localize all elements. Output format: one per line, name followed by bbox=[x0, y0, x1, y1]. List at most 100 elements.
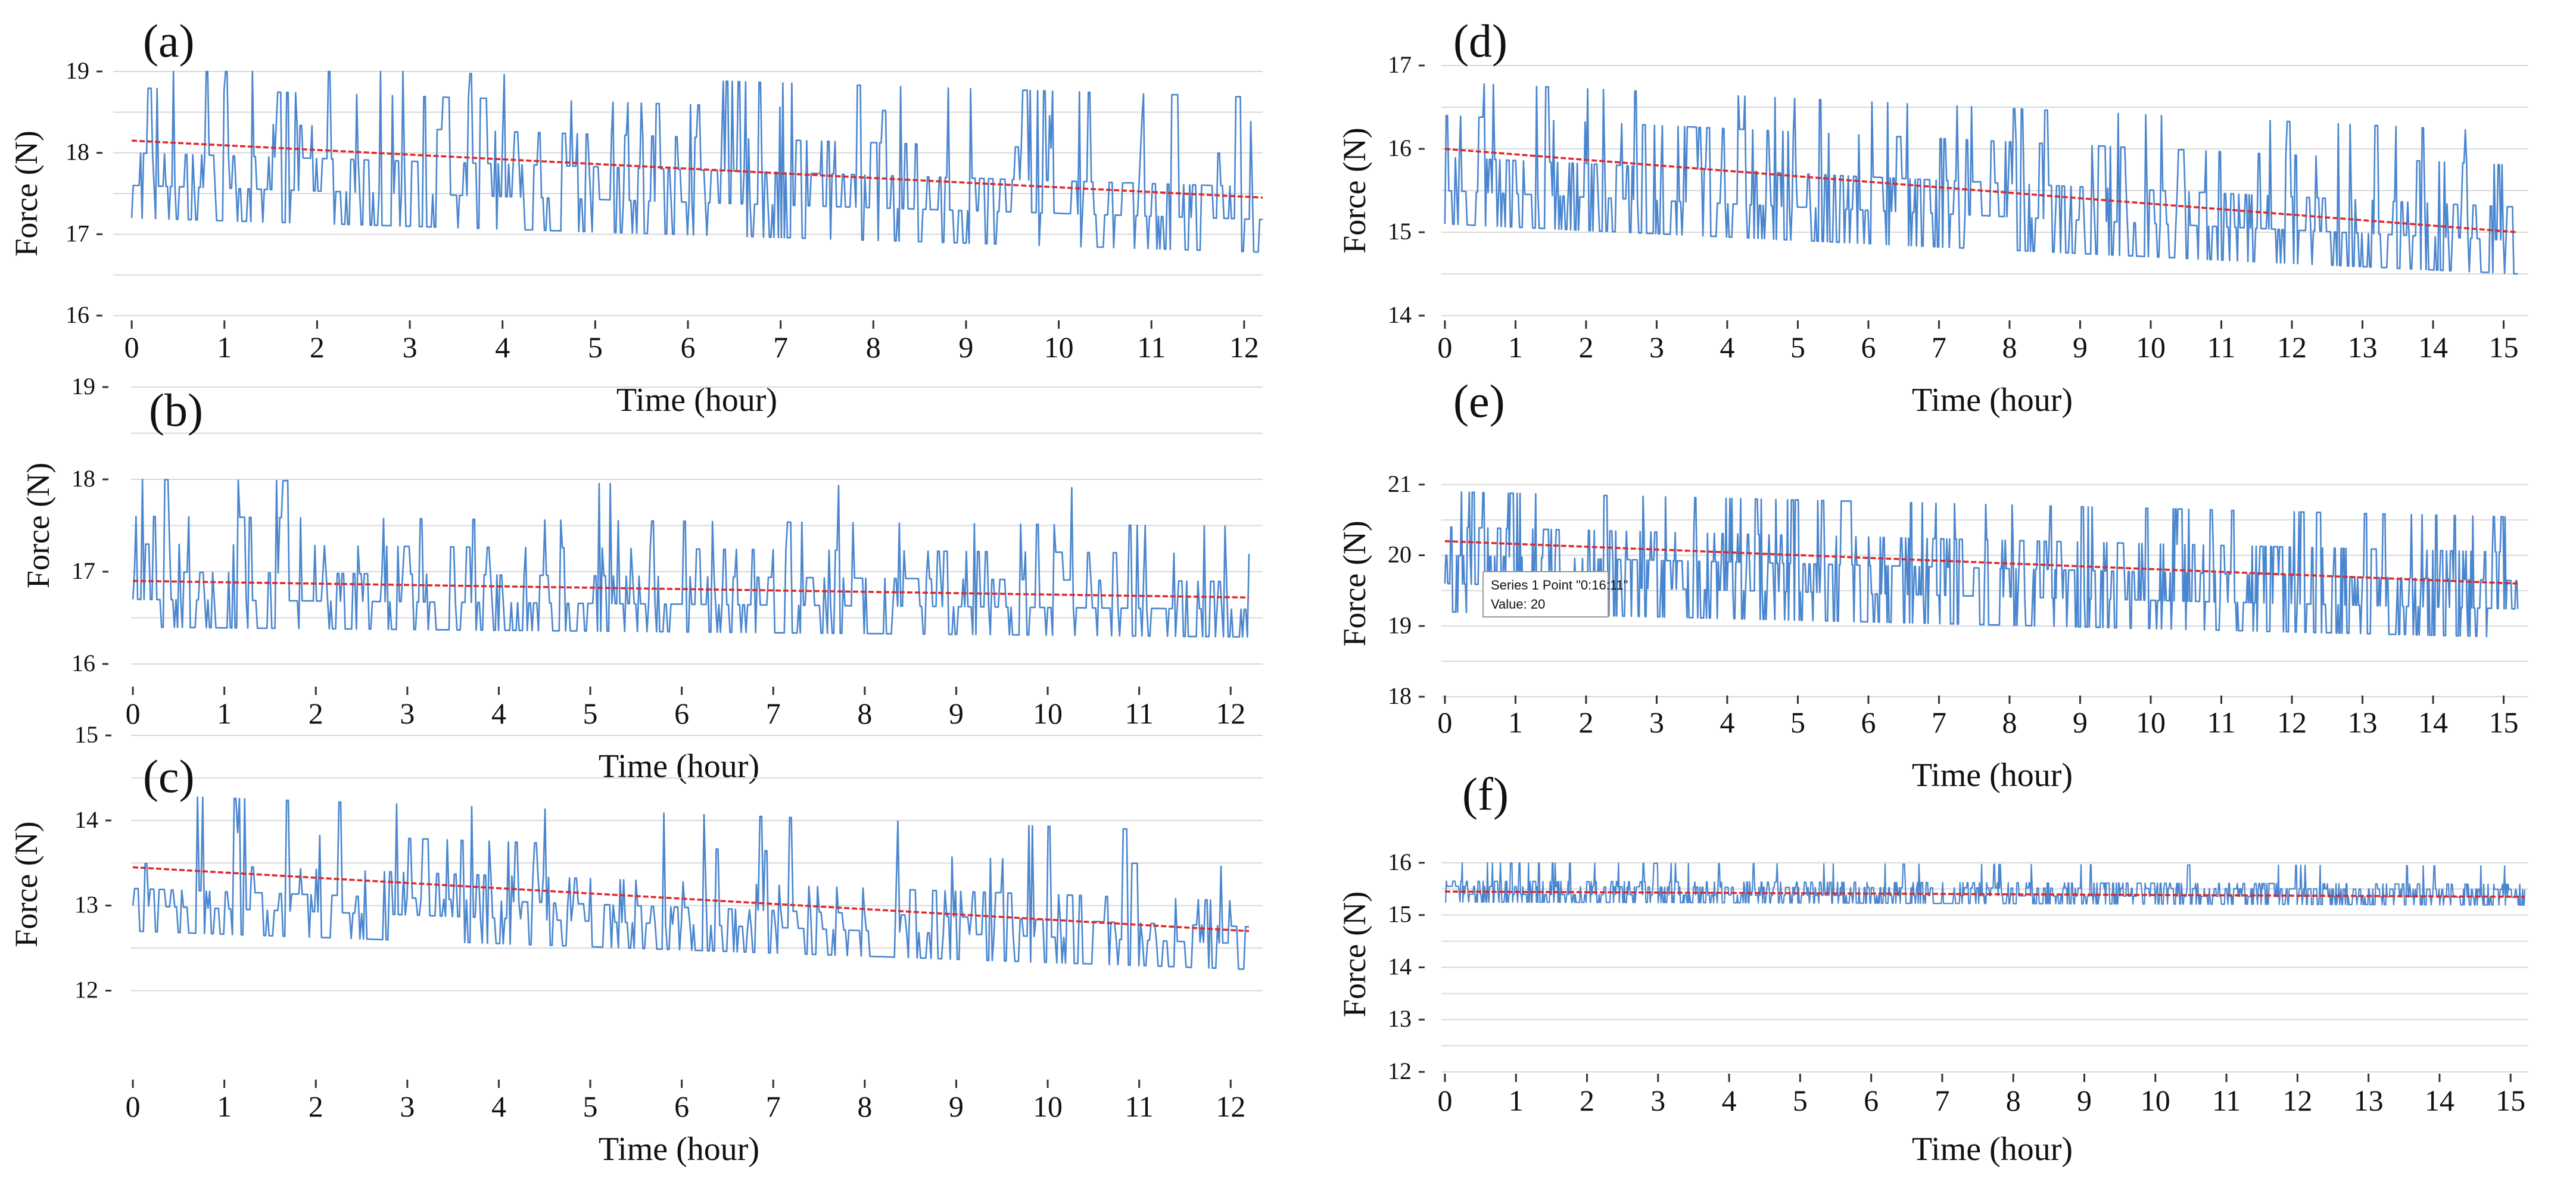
y-tick-label: 14 bbox=[1388, 301, 1412, 328]
x-tick-label: 3 bbox=[400, 1090, 415, 1123]
x-tick-label: 10 bbox=[2136, 330, 2166, 364]
x-tick-label: 9 bbox=[2073, 706, 2088, 739]
x-tick-label: 15 bbox=[2489, 330, 2519, 364]
force-series-line bbox=[133, 797, 1249, 969]
x-tick-label: 7 bbox=[773, 330, 788, 364]
force-series-line bbox=[1445, 863, 2525, 905]
x-tick-label: 7 bbox=[766, 1090, 781, 1123]
y-tick-label: 13 bbox=[1388, 1005, 1412, 1032]
y-tick-label: 18 bbox=[71, 465, 95, 492]
x-tick-label: 10 bbox=[2141, 1084, 2170, 1117]
x-tick-label: 11 bbox=[2207, 706, 2235, 739]
y-tick-label: 15 bbox=[1388, 218, 1412, 245]
x-tick-label: 10 bbox=[1044, 330, 1074, 364]
x-tick-label: 0 bbox=[1437, 706, 1452, 739]
x-tick-label: 0 bbox=[126, 697, 141, 730]
x-tick-label: 3 bbox=[1649, 330, 1664, 364]
y-tick-label: 19 bbox=[66, 57, 89, 84]
y-tick-label: 17 bbox=[71, 557, 95, 584]
trend-line bbox=[132, 141, 1263, 198]
y-tick-label: 15 bbox=[74, 721, 98, 748]
x-tick-label: 11 bbox=[2207, 330, 2235, 364]
y-tick-label: 12 bbox=[1388, 1058, 1412, 1084]
x-tick-label: 5 bbox=[1790, 706, 1805, 739]
x-tick-label: 12 bbox=[2277, 330, 2307, 364]
x-tick-label: 3 bbox=[403, 330, 418, 364]
x-tick-label: 1 bbox=[217, 697, 232, 730]
y-tick-label: 16 bbox=[71, 650, 95, 676]
x-tick-label: 12 bbox=[2277, 706, 2307, 739]
y-tick-label: 15 bbox=[1388, 901, 1412, 928]
x-axis-title: Time (hour) bbox=[599, 1131, 759, 1168]
y-axis-title: Force (N) bbox=[8, 821, 44, 947]
x-tick-label: 9 bbox=[949, 1090, 964, 1123]
y-tick-label: 20 bbox=[1388, 541, 1412, 568]
x-tick-label: 9 bbox=[2073, 330, 2088, 364]
x-tick-label: 8 bbox=[857, 697, 872, 730]
tooltip-line-2: Value: 20 bbox=[1491, 597, 1545, 612]
x-tick-label: 3 bbox=[1650, 1084, 1665, 1117]
x-tick-label: 0 bbox=[124, 330, 139, 364]
x-tick-label: 4 bbox=[1720, 330, 1734, 364]
force-series-line bbox=[1445, 84, 2518, 274]
x-tick-label: 7 bbox=[766, 697, 781, 730]
x-tick-label: 14 bbox=[2418, 706, 2448, 739]
y-axis-title: Force (N) bbox=[1337, 127, 1372, 253]
x-tick-label: 7 bbox=[1935, 1084, 1949, 1117]
y-tick-label: 19 bbox=[71, 373, 95, 400]
x-tick-label: 0 bbox=[126, 1090, 141, 1123]
x-tick-label: 5 bbox=[1790, 330, 1805, 364]
y-tick-label: 17 bbox=[1388, 51, 1412, 78]
x-tick-label: 6 bbox=[1864, 1084, 1879, 1117]
x-tick-label: 1 bbox=[217, 1090, 232, 1123]
x-tick-label: 6 bbox=[681, 330, 696, 364]
x-tick-label: 2 bbox=[309, 1090, 323, 1123]
x-tick-label: 2 bbox=[1580, 1084, 1594, 1117]
x-tick-label: 8 bbox=[2002, 330, 2017, 364]
y-tick-label: 21 bbox=[1388, 470, 1412, 497]
x-tick-label: 6 bbox=[1861, 330, 1876, 364]
x-tick-label: 13 bbox=[2354, 1084, 2384, 1117]
x-tick-label: 8 bbox=[2002, 706, 2017, 739]
y-tick-label: 16 bbox=[66, 301, 89, 328]
x-tick-label: 0 bbox=[1437, 330, 1452, 364]
y-tick-label: 18 bbox=[1388, 682, 1412, 709]
x-tick-label: 5 bbox=[588, 330, 603, 364]
x-tick-label: 9 bbox=[958, 330, 973, 364]
x-tick-label: 10 bbox=[1033, 1090, 1063, 1123]
x-tick-label: 13 bbox=[2348, 706, 2378, 739]
y-tick-label: 14 bbox=[1388, 953, 1412, 980]
x-tick-label: 6 bbox=[674, 1090, 689, 1123]
x-tick-label: 9 bbox=[2077, 1084, 2092, 1117]
x-tick-label: 4 bbox=[495, 330, 510, 364]
panel-label: (f) bbox=[1462, 768, 1509, 820]
figure-canvas: 161718190 1 2 3 4 5 6 7 8 9 10 11 12Time (hour)Force… bbox=[0, 0, 2576, 1188]
x-axis-title: Time (hour) bbox=[1912, 757, 2073, 794]
x-tick-label: 2 bbox=[310, 330, 325, 364]
x-tick-label: 5 bbox=[583, 697, 598, 730]
x-tick-label: 3 bbox=[1649, 706, 1664, 739]
x-tick-label: 6 bbox=[1861, 706, 1876, 739]
force-series-line bbox=[132, 71, 1263, 252]
x-tick-label: 7 bbox=[1932, 330, 1946, 364]
panel-label: (a) bbox=[143, 15, 195, 67]
x-tick-label: 11 bbox=[1137, 330, 1166, 364]
y-tick-label: 18 bbox=[66, 139, 89, 166]
y-tick-label: 13 bbox=[74, 891, 98, 918]
panel-label: (e) bbox=[1453, 375, 1505, 427]
x-tick-label: 4 bbox=[1722, 1084, 1737, 1117]
y-tick-label: 16 bbox=[1388, 135, 1412, 161]
x-tick-label: 4 bbox=[491, 697, 506, 730]
x-tick-label: 5 bbox=[583, 1090, 598, 1123]
x-tick-label: 1 bbox=[1508, 330, 1523, 364]
x-tick-label: 12 bbox=[2282, 1084, 2312, 1117]
x-tick-label: 3 bbox=[400, 697, 415, 730]
x-tick-label: 15 bbox=[2489, 706, 2519, 739]
x-axis-title: Time (hour) bbox=[599, 748, 759, 785]
chart-panel-f: 12131415160 1 2 3 4 5 6 7 8 9 10 11 12 13 14 15Time (ho… bbox=[1337, 768, 2528, 1168]
y-tick-label: 12 bbox=[74, 977, 98, 1003]
